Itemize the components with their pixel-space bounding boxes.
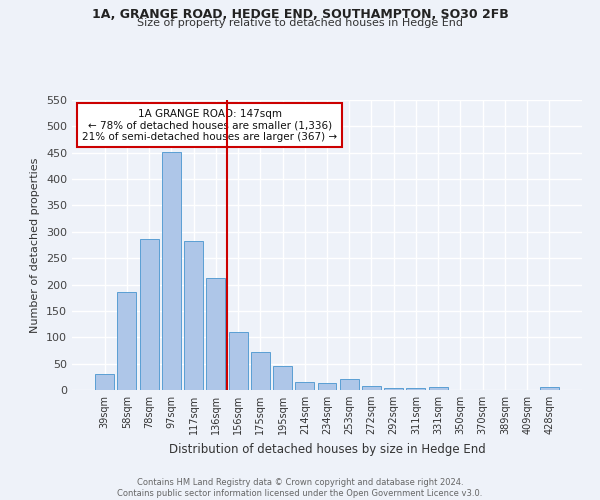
- Text: Distribution of detached houses by size in Hedge End: Distribution of detached houses by size …: [169, 442, 485, 456]
- Bar: [162, 152, 181, 390]
- Bar: [273, 366, 292, 390]
- Bar: [540, 388, 559, 390]
- Bar: [229, 332, 248, 390]
- Text: Contains HM Land Registry data © Crown copyright and database right 2024.
Contai: Contains HM Land Registry data © Crown c…: [118, 478, 482, 498]
- Bar: [206, 278, 225, 390]
- Bar: [95, 374, 114, 390]
- Bar: [251, 352, 270, 390]
- Bar: [140, 238, 158, 390]
- Bar: [340, 379, 359, 390]
- Text: 1A, GRANGE ROAD, HEDGE END, SOUTHAMPTON, SO30 2FB: 1A, GRANGE ROAD, HEDGE END, SOUTHAMPTON,…: [92, 8, 508, 20]
- Bar: [406, 388, 425, 390]
- Bar: [184, 242, 203, 390]
- Bar: [429, 387, 448, 390]
- Bar: [118, 292, 136, 390]
- Bar: [295, 382, 314, 390]
- Text: 1A GRANGE ROAD: 147sqm
← 78% of detached houses are smaller (1,336)
21% of semi-: 1A GRANGE ROAD: 147sqm ← 78% of detached…: [82, 108, 337, 142]
- Bar: [384, 388, 403, 390]
- Bar: [362, 386, 381, 390]
- Text: Size of property relative to detached houses in Hedge End: Size of property relative to detached ho…: [137, 18, 463, 28]
- Bar: [317, 383, 337, 390]
- Y-axis label: Number of detached properties: Number of detached properties: [31, 158, 40, 332]
